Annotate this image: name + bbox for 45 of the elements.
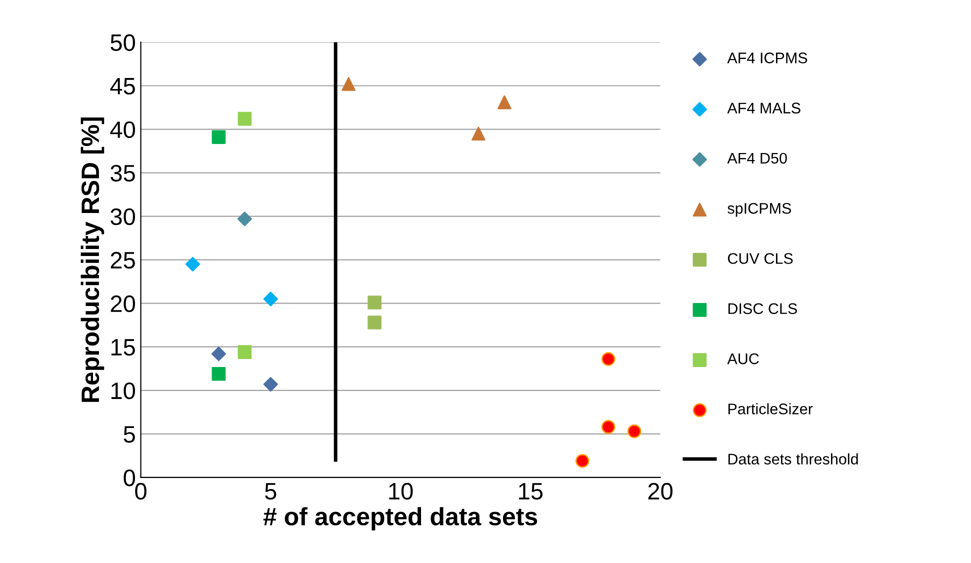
y-tick-label: 35 bbox=[110, 164, 135, 182]
y-tick-label: 10 bbox=[111, 382, 136, 400]
y-tick-label: 15 bbox=[111, 339, 135, 356]
point bbox=[601, 352, 616, 366]
point bbox=[211, 346, 226, 362]
x-tick-label: 5 bbox=[265, 483, 276, 500]
y-tick-label: 45 bbox=[110, 78, 135, 95]
point bbox=[575, 454, 590, 468]
x-axis-title: # of accepted data sets bbox=[263, 507, 538, 530]
y-tick-label: 30 bbox=[110, 208, 136, 226]
point bbox=[185, 256, 200, 272]
point bbox=[368, 296, 382, 310]
y-axis-title: Reproducibility RSD [%] bbox=[80, 117, 104, 402]
point bbox=[237, 212, 252, 226]
legend-label: AF4 MALS bbox=[727, 102, 800, 114]
x-tick-label: 15 bbox=[519, 483, 543, 500]
x-tick-label: 0 bbox=[135, 482, 146, 500]
x-tick-label: 20 bbox=[648, 482, 672, 500]
y-tick-label: 25 bbox=[110, 252, 135, 269]
legend-label: AUC bbox=[727, 353, 759, 364]
y-tick-label: 5 bbox=[124, 426, 135, 443]
point bbox=[472, 126, 486, 141]
point bbox=[627, 424, 642, 438]
x-tick-label: 10 bbox=[389, 482, 413, 500]
point bbox=[368, 316, 382, 330]
legend-label: Data sets threshold bbox=[728, 453, 858, 465]
legend-label: ParticleSizer bbox=[728, 403, 813, 414]
point bbox=[263, 377, 278, 392]
point bbox=[238, 112, 252, 126]
point bbox=[601, 420, 616, 434]
legend-label: AF4 D50 bbox=[727, 152, 787, 164]
y-tick-label: 20 bbox=[110, 295, 136, 312]
point bbox=[212, 130, 226, 144]
legend-label: CUV CLS bbox=[728, 253, 793, 264]
y-tick-label: 40 bbox=[110, 121, 136, 138]
point bbox=[212, 366, 226, 381]
point bbox=[263, 292, 278, 306]
point bbox=[238, 345, 252, 359]
legend-label: AF4 ICPMS bbox=[727, 52, 808, 64]
legend-label: spICPMS bbox=[728, 202, 792, 217]
y-tick-label: 50 bbox=[110, 34, 136, 52]
legend-label: DISC CLS bbox=[728, 303, 797, 314]
point bbox=[498, 95, 512, 110]
y-tick-label: 0 bbox=[124, 469, 136, 486]
point bbox=[342, 77, 356, 91]
